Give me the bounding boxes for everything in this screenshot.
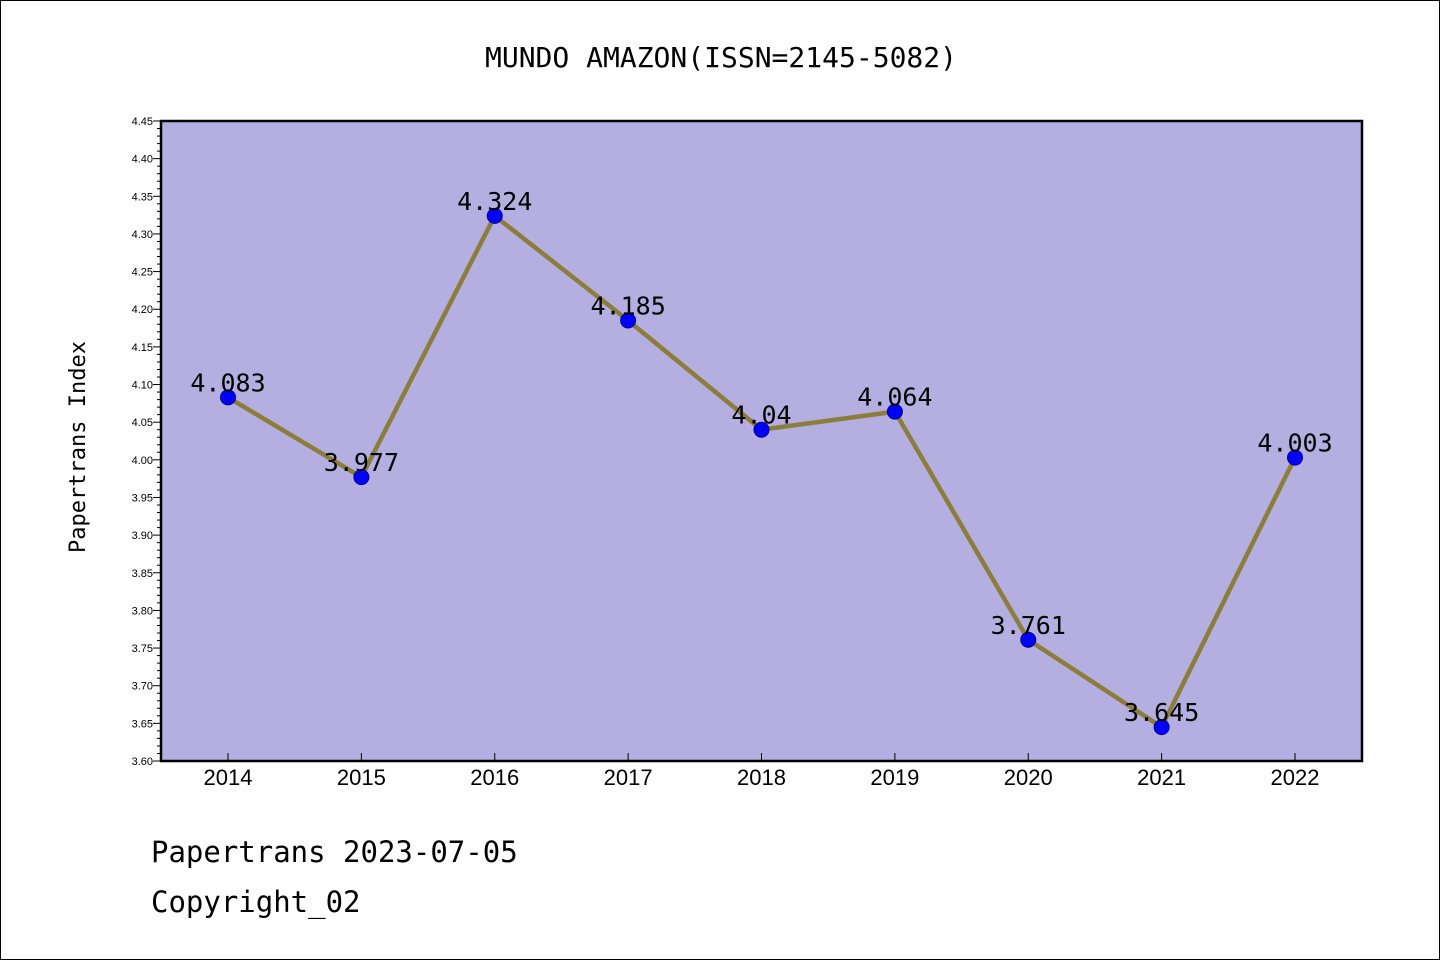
x-tick-label: 2015 [337, 765, 386, 790]
x-tick-label: 2021 [1137, 765, 1186, 790]
data-label: 3.645 [1124, 698, 1199, 727]
y-tick-label: 3.70 [132, 681, 153, 693]
plot-area [161, 121, 1362, 761]
x-tick-label: 2018 [737, 765, 786, 790]
x-tick-label: 2022 [1271, 765, 1320, 790]
x-tick-label: 2020 [1004, 765, 1053, 790]
y-tick-label: 4.10 [132, 380, 153, 392]
chart-title: MUNDO AMAZON(ISSN=2145-5082) [485, 41, 957, 74]
data-point [220, 389, 236, 406]
data-label: 3.761 [991, 611, 1066, 640]
data-point [1020, 631, 1037, 648]
data-point [886, 403, 903, 420]
data-label: 4.324 [457, 187, 532, 216]
data-point [620, 312, 637, 329]
y-axis-label: Papertrans Index [66, 341, 91, 553]
y-tick-label: 3.65 [132, 718, 153, 730]
x-tick-label: 2019 [870, 765, 919, 790]
footer-date: Papertrans 2023-07-05 [151, 835, 518, 869]
series-line-group: 4.083 3.977 4.324 4.185 4.04 4.064 3.761 3.645 4… [190, 187, 1333, 736]
y-tick-label: 4.25 [132, 267, 153, 279]
data-point [1153, 719, 1170, 736]
data-point [353, 469, 370, 486]
y-axis-ticks: 3.60 3.65 3.70 3.75 3.80 3.85 3.90 3.95 4.00 4.05… [132, 116, 161, 768]
x-tick-label: 2016 [470, 765, 519, 790]
data-point [1287, 449, 1303, 466]
y-tick-label: 3.90 [132, 530, 153, 542]
x-tick-label: 2017 [604, 765, 653, 790]
data-label: 3.977 [324, 448, 399, 477]
footer-copyright: Copyright_02 [151, 885, 361, 919]
data-label: 4.083 [190, 368, 265, 397]
y-tick-label: 4.05 [132, 417, 153, 429]
y-tick-label: 3.95 [132, 492, 153, 504]
y-tick-label: 4.15 [132, 342, 153, 354]
y-tick-label: 4.20 [132, 304, 153, 316]
data-point [486, 207, 503, 224]
y-tick-label: 4.30 [132, 229, 153, 241]
data-point [753, 421, 770, 438]
y-tick-label: 3.80 [132, 605, 153, 617]
data-label: 4.185 [590, 292, 665, 321]
x-tick-label: 2014 [204, 765, 253, 790]
y-tick-label: 3.60 [132, 756, 153, 768]
data-label: 4.003 [1257, 429, 1332, 458]
data-label: 4.064 [857, 383, 932, 412]
x-axis-ticks: 2014 2015 2016 2017 2018 2019 2020 2021 2022 [204, 753, 1320, 790]
y-tick-label: 4.45 [132, 116, 153, 128]
y-tick-label: 3.85 [132, 568, 153, 580]
data-label: 4.04 [731, 401, 791, 430]
y-tick-label: 4.00 [132, 455, 153, 467]
y-tick-label: 4.40 [132, 154, 153, 166]
y-tick-label: 3.75 [132, 643, 153, 655]
plot-border [159, 119, 1364, 763]
y-tick-label: 4.35 [132, 191, 153, 203]
